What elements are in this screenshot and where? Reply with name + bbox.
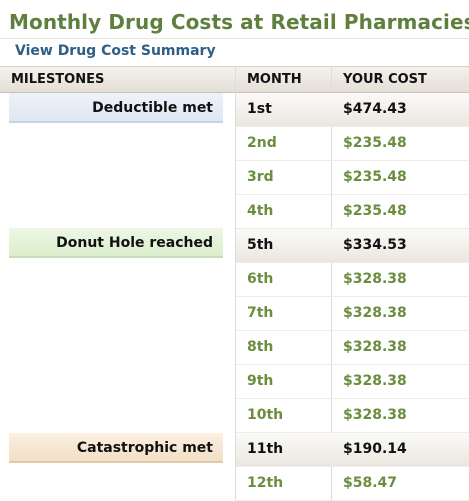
cost-cell: $58.47 (343, 475, 398, 491)
title-divider (0, 38, 469, 39)
table-row: 12th $58.47 (236, 467, 469, 501)
cost-cell: $328.38 (343, 305, 407, 321)
milestone-deductible-met: Deductible met (9, 93, 223, 123)
month-cell: 1st (247, 101, 272, 117)
header-your-cost: YOUR COST (343, 72, 427, 87)
header-milestones: MILESTONES (11, 72, 105, 87)
cost-cell: $328.38 (343, 373, 407, 389)
table-row: 11th $190.14 (236, 433, 469, 467)
cost-cell: $474.43 (343, 101, 407, 117)
table-row: 8th $328.38 (236, 331, 469, 365)
month-cell: 9th (247, 373, 274, 389)
header-month: MONTH (247, 72, 302, 87)
cost-cell: $334.53 (343, 237, 407, 253)
cost-cell: $328.38 (343, 271, 407, 287)
cost-cell: $328.38 (343, 407, 407, 423)
milestone-catastrophic-met: Catastrophic met (9, 433, 223, 463)
table-row: 2nd $235.48 (236, 127, 469, 161)
column-divider-milestones (235, 66, 236, 500)
view-drug-cost-summary-link[interactable]: View Drug Cost Summary (15, 43, 216, 59)
table-row: 9th $328.38 (236, 365, 469, 399)
cost-cell: $190.14 (343, 441, 407, 457)
table-row: 3rd $235.48 (236, 161, 469, 195)
table-row: 4th $235.48 (236, 195, 469, 229)
table-row: 1st $474.43 (236, 93, 469, 127)
month-cell: 2nd (247, 135, 277, 151)
table-row: 7th $328.38 (236, 297, 469, 331)
month-cell: 3rd (247, 169, 274, 185)
month-cell: 10th (247, 407, 284, 423)
cost-cell: $235.48 (343, 203, 407, 219)
table-row: 10th $328.38 (236, 399, 469, 433)
month-cell: 6th (247, 271, 274, 287)
month-cell: 12th (247, 475, 284, 491)
table-header: MILESTONES MONTH YOUR COST (0, 66, 469, 93)
month-cell: 8th (247, 339, 274, 355)
page-title: Monthly Drug Costs at Retail Pharmacies (9, 10, 469, 34)
table-row: 5th $334.53 (236, 229, 469, 263)
month-cell: 7th (247, 305, 274, 321)
cost-cell: $328.38 (343, 339, 407, 355)
cost-cell: $235.48 (343, 135, 407, 151)
month-cell: 4th (247, 203, 274, 219)
month-cell: 11th (247, 441, 284, 457)
column-divider-month (331, 66, 332, 500)
cost-cell: $235.48 (343, 169, 407, 185)
table-row: 6th $328.38 (236, 263, 469, 297)
milestone-donut-hole-reached: Donut Hole reached (9, 228, 223, 258)
month-cell: 5th (247, 237, 274, 253)
